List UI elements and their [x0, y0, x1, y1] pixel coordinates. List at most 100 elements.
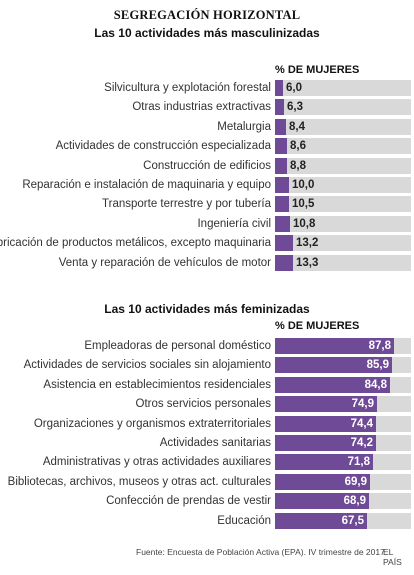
value-label: 8,6: [290, 140, 306, 153]
bar-row: Transporte terrestre y por tubería 10,5: [0, 196, 414, 213]
category-label: Ingeniería civil: [197, 217, 271, 230]
value-label: 10,8: [293, 217, 316, 230]
category-label: Transporte terrestre y por tubería: [102, 198, 271, 211]
bar-track: 71,8: [275, 454, 411, 471]
bar-track: 10,5: [275, 196, 411, 213]
bar-track: 84,8: [275, 376, 411, 393]
bar: [275, 254, 293, 271]
value-label: 74,4: [350, 417, 373, 430]
value-label: 67,5: [341, 514, 364, 527]
bar-row: Bibliotecas, archivos, museos y otras ac…: [0, 473, 414, 490]
category-label: Organizaciones y organismos extraterrito…: [33, 417, 271, 430]
value-label: 13,2: [296, 237, 319, 250]
bar-row: Organizaciones y organismos extraterrito…: [0, 415, 414, 432]
bar: [275, 396, 377, 413]
bar-track: 10,8: [275, 215, 411, 232]
bar: [275, 473, 370, 490]
category-label: Educación: [217, 514, 271, 527]
chart-title: SEGREGACIÓN HORIZONTAL: [113, 8, 301, 22]
category-label: Otros servicios personales: [135, 398, 272, 411]
chart-subtitle-masculinized: Las 10 actividades más masculinizadas: [94, 26, 320, 40]
bar-row: Empleadoras de personal doméstico 87,8: [0, 338, 414, 354]
value-label: 69,9: [344, 475, 367, 488]
value-label: 8,8: [290, 159, 306, 172]
bar-track: 8,4: [275, 118, 411, 135]
bar-track: 6,0: [275, 80, 411, 96]
bar-row: Actividades sanitarias 74,2: [0, 435, 414, 451]
chart-subtitle-feminized: Las 10 actividades más feminizadas: [104, 302, 310, 316]
bar-row: Construcción de edificios 8,8: [0, 157, 414, 174]
bar-row: Venta y reparación de vehículos de motor…: [0, 254, 414, 271]
value-label: 10,0: [292, 179, 315, 191]
value-label: 10,5: [292, 198, 315, 211]
value-label: 6,3: [287, 101, 303, 114]
category-label: Construcción de edificios: [143, 159, 271, 172]
bar: [275, 493, 369, 510]
bar: [275, 338, 394, 354]
bar-track: 8,8: [275, 157, 411, 174]
category-label: Asistencia en establecimientos residenci…: [43, 378, 271, 391]
category-label: Metalurgia: [217, 120, 271, 133]
bar-row: Ingeniería civil 10,8: [0, 215, 414, 232]
bar-row: Actividades de construcción especializad…: [0, 138, 414, 155]
bar-row: Confección de prendas de vestir 68,9: [0, 493, 414, 510]
bar-row: Administrativas y otras actividades auxi…: [0, 454, 414, 471]
bar-row: Asistencia en establecimientos residenci…: [0, 376, 414, 393]
bar: [275, 376, 390, 393]
bar-track: 68,9: [275, 493, 411, 510]
category-label: Bibliotecas, archivos, museos y otras ac…: [7, 475, 271, 488]
category-label: Actividades sanitarias: [159, 437, 271, 449]
category-label: Venta y reparación de vehículos de motor: [58, 256, 271, 269]
bar-track: 87,8: [275, 338, 411, 354]
value-label: 74,9: [351, 398, 374, 411]
bar-row: Otras industrias extractivas 6,3: [0, 99, 414, 116]
bar: [275, 215, 290, 232]
bar: [275, 138, 287, 155]
bar-track: 67,5: [275, 512, 411, 529]
value-header-masculinized: % DE MUJERES: [275, 64, 360, 76]
bar: [275, 80, 283, 96]
bar-track: 8,6: [275, 138, 411, 155]
bar: [275, 357, 392, 374]
value-label: 8,4: [289, 120, 305, 133]
bar: [275, 99, 284, 116]
value-label: 74,2: [350, 437, 373, 449]
bar-track: 10,0: [275, 177, 411, 193]
bar: [275, 435, 376, 451]
value-label: 68,9: [343, 495, 366, 508]
value-label: 71,8: [347, 456, 370, 469]
value-label: 84,8: [364, 378, 387, 391]
category-label: Silvicultura y explotación forestal: [104, 82, 271, 94]
bar-track: 74,2: [275, 435, 411, 451]
value-label: 13,3: [296, 256, 319, 269]
value-label: 6,0: [286, 82, 302, 94]
bar-row: Reparación e instalación de maquinaria y…: [0, 177, 414, 193]
source-note: Fuente: Encuesta de Población Activa (EP…: [136, 547, 388, 557]
bar-row: Metalurgia 8,4: [0, 118, 414, 135]
bar: [275, 235, 293, 252]
bar: [275, 118, 286, 135]
bar-track: 6,3: [275, 99, 411, 116]
bar-track: 13,2: [275, 235, 411, 252]
bar-track: 85,9: [275, 357, 411, 374]
value-label: 85,9: [366, 359, 389, 372]
bar-row: Fabricación de productos metálicos, exce…: [0, 235, 414, 252]
value-label: 87,8: [368, 340, 391, 352]
bar: [275, 177, 289, 193]
bar-row: Otros servicios personales 74,9: [0, 396, 414, 413]
category-label: Administrativas y otras actividades auxi…: [42, 456, 271, 469]
bar-track: 69,9: [275, 473, 411, 490]
category-label: Reparación e instalación de maquinaria y…: [22, 179, 271, 191]
category-label: Confección de prendas de vestir: [106, 495, 271, 508]
bar-row: Actividades de servicios sociales sin al…: [0, 357, 414, 374]
bar-row: Educación 67,5: [0, 512, 414, 529]
category-label: Actividades de construcción especializad…: [55, 140, 271, 153]
bar-track: 74,9: [275, 396, 411, 413]
bar: [275, 415, 376, 432]
bar: [275, 454, 373, 471]
bar-track: 13,3: [275, 254, 411, 271]
brand-logo: EL PAÍS: [383, 547, 402, 567]
category-label: Actividades de servicios sociales sin al…: [23, 359, 271, 372]
category-label: Fabricación de productos metálicos, exce…: [0, 237, 271, 250]
bar-row: Silvicultura y explotación forestal 6,0: [0, 80, 414, 96]
